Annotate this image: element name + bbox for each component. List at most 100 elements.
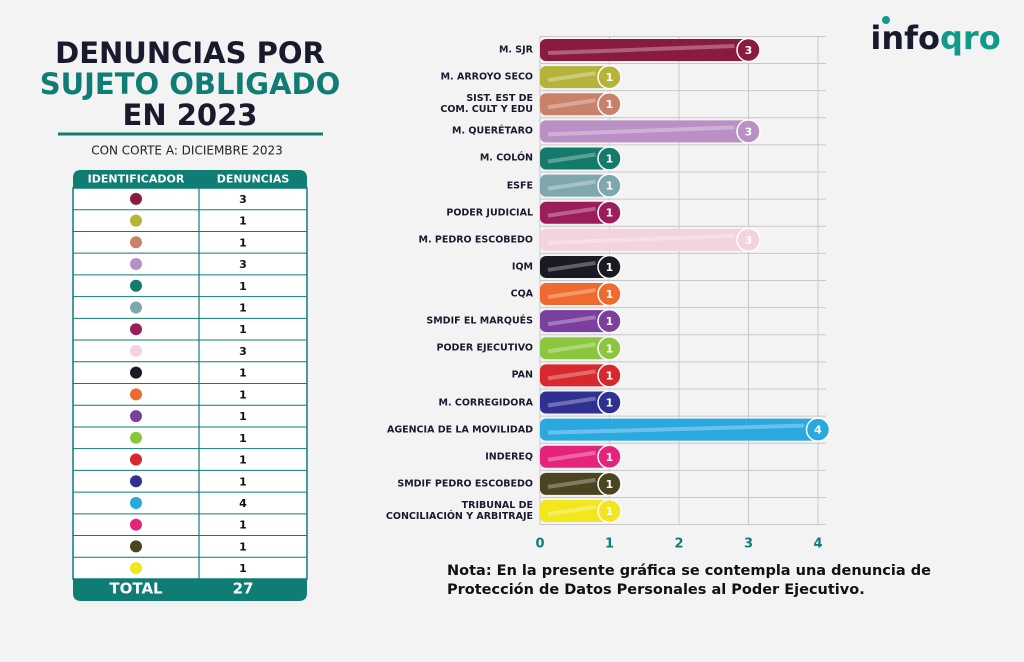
logo-part: info xyxy=(870,19,940,57)
category-label: INDEREQ xyxy=(485,451,533,463)
bar-shine xyxy=(547,233,735,245)
bar xyxy=(540,500,610,522)
subtitle: CON CORTE A: DICIEMBRE 2023 xyxy=(91,144,283,158)
data-label: 1 xyxy=(606,180,614,193)
bar-shine xyxy=(547,152,596,164)
bar-shine xyxy=(547,505,596,516)
bar xyxy=(540,310,610,333)
bar-end xyxy=(597,146,622,171)
category-label: CQA xyxy=(510,288,533,300)
bar-end xyxy=(597,173,622,198)
x-tick-label: 1 xyxy=(605,537,614,552)
bar-end xyxy=(597,498,622,524)
bar-shine xyxy=(547,396,596,408)
category-label: PODER EJECUTIVO xyxy=(436,342,533,354)
table-cell: 1 xyxy=(239,236,247,249)
bar-end xyxy=(736,119,761,144)
table-cell: 1 xyxy=(239,410,247,423)
bar-shine xyxy=(547,125,735,137)
data-label: 1 xyxy=(606,342,614,355)
bar-shine xyxy=(547,71,596,83)
bar-end xyxy=(597,200,622,225)
bar xyxy=(540,39,749,61)
bar xyxy=(540,174,610,197)
category-label: SMDIF EL MARQUÉS xyxy=(426,315,533,327)
identifier-dot xyxy=(130,192,142,205)
bar xyxy=(540,66,610,89)
table-cell: 4 xyxy=(239,497,247,510)
bar xyxy=(540,120,749,143)
category-label: SIST. EST DE COM. CULT Y EDU xyxy=(440,93,533,116)
bar-shine xyxy=(547,260,596,272)
data-label: 1 xyxy=(606,152,614,165)
bar-shine xyxy=(547,44,735,55)
data-label: 3 xyxy=(745,44,753,57)
bar xyxy=(540,391,610,414)
data-label: 1 xyxy=(606,98,614,111)
x-tick-label: 4 xyxy=(813,537,822,552)
bar-end xyxy=(736,37,761,63)
bar xyxy=(540,337,610,360)
bar-shine xyxy=(547,206,596,218)
identifier-dot xyxy=(130,279,142,292)
bar-end xyxy=(597,390,622,415)
bar-shine xyxy=(547,423,805,435)
identifier-dot xyxy=(130,431,142,444)
table-cell: 1 xyxy=(239,562,247,575)
category-label: M. COLÓN xyxy=(479,152,533,164)
bar-shine xyxy=(547,450,596,462)
table-total-value: 27 xyxy=(233,580,254,598)
data-label: 1 xyxy=(606,369,614,382)
identifier-dot xyxy=(130,236,142,249)
table-cell: 1 xyxy=(239,519,247,532)
identifier-dot xyxy=(130,562,142,575)
identifier-dot xyxy=(130,344,142,357)
logo-part: qro xyxy=(940,19,1001,57)
table-cell: 1 xyxy=(239,367,247,380)
table-header: IDENTIFICADOR xyxy=(88,173,185,186)
category-label: M. CORREGIDORA xyxy=(438,397,534,409)
data-label: 3 xyxy=(745,125,753,138)
category-label: AGENCIA DE LA MOVILIDAD xyxy=(386,424,533,436)
data-label: 1 xyxy=(606,451,614,464)
identifier-dot xyxy=(130,496,142,509)
bar-end xyxy=(597,336,622,361)
x-tick-label: 3 xyxy=(744,537,753,552)
table-total-label: TOTAL xyxy=(109,580,163,598)
bar xyxy=(540,201,610,224)
identifier-dot xyxy=(130,258,142,271)
bar xyxy=(540,418,818,441)
bar-shine xyxy=(547,477,596,489)
bar-end xyxy=(597,64,622,90)
x-tick-label: 2 xyxy=(674,537,683,552)
bar-end xyxy=(597,363,622,388)
bar-end xyxy=(597,254,622,280)
bar-end xyxy=(597,444,622,470)
category-label: ESFE xyxy=(506,180,533,192)
data-label: 1 xyxy=(606,397,614,410)
bar-shine xyxy=(547,315,596,327)
identifier-dot xyxy=(130,323,142,336)
table-cell: 3 xyxy=(239,258,247,271)
identifier-dot xyxy=(130,410,142,423)
table-cell: 1 xyxy=(239,215,247,228)
table-cell: 1 xyxy=(239,323,247,336)
bar-end xyxy=(597,471,622,497)
identifier-dot xyxy=(130,301,142,314)
x-tick-label: 0 xyxy=(535,537,544,552)
data-label: 1 xyxy=(606,207,614,220)
bar-end xyxy=(597,281,622,307)
table-cell: 1 xyxy=(239,540,247,553)
bar xyxy=(540,93,610,116)
category-label: M. PEDRO ESCOBEDO xyxy=(418,234,533,246)
category-label: PAN xyxy=(511,369,533,381)
title-line: DENUNCIAS POR xyxy=(55,36,325,70)
category-label: TRIBUNAL DE CONCILIACIÓN Y ARBITRAJE xyxy=(385,500,533,522)
data-label: 1 xyxy=(606,261,614,274)
data-label: 1 xyxy=(606,288,614,301)
category-label: IQM xyxy=(511,261,533,273)
bar xyxy=(540,255,610,278)
bar-end xyxy=(736,227,761,253)
